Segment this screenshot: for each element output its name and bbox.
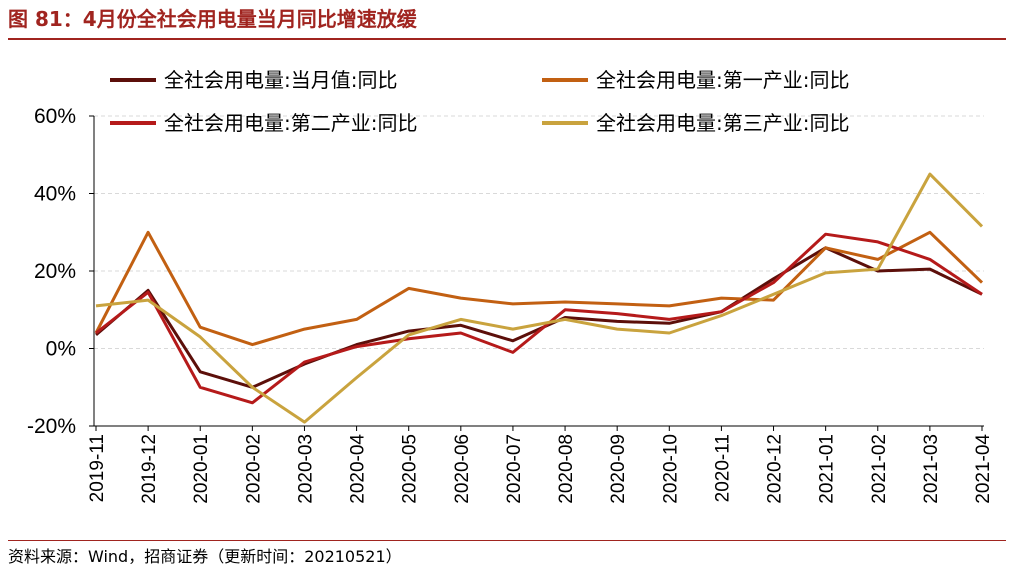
series-lines (94, 172, 984, 424)
x-tick-labels: 2019-11 2019-12 2020-01 2020-02 2020-03 2020-… (87, 434, 994, 504)
x-tick-label: 2020-02 (243, 434, 264, 504)
title-divider (8, 38, 1006, 40)
y-tick-label: 0% (46, 338, 76, 361)
series-line-1 (95, 246, 983, 389)
axes (89, 115, 984, 431)
chart-title: 图 81：4月份全社会用电量当月同比增速放缓 (8, 7, 417, 31)
x-tick-label: 2020-01 (191, 434, 212, 504)
y-tick-label: 20% (34, 260, 76, 283)
source-divider (8, 540, 1006, 541)
x-tick-label: 2020-03 (295, 434, 316, 504)
x-tick-label: 2020-08 (556, 434, 577, 504)
legend: 全社会用电量:当月值:同比 全社会用电量:第一产业:同比全社会用电量:第二产业:同… (110, 68, 849, 135)
legend-label: 全社会用电量:第二产业:同比 (164, 111, 417, 135)
x-tick-label: 2020-07 (504, 434, 525, 504)
series-line-4 (95, 172, 984, 424)
x-tick-label: 2020-04 (348, 434, 369, 504)
x-tick-label: 2020-10 (660, 434, 681, 504)
x-tick-label: 2019-12 (139, 434, 160, 504)
x-tick-label: 2020-06 (452, 434, 473, 504)
x-tick-label: 2021-03 (921, 434, 942, 504)
x-tick-label: 2020-09 (608, 434, 629, 504)
x-tick-label: 2020-11 (712, 434, 733, 502)
y-tick-labels: -20% 0% 20% 40% 60% (27, 105, 76, 438)
legend-label: 全社会用电量:第一产业:同比 (596, 68, 849, 92)
y-tick-label: 40% (34, 183, 76, 206)
x-tick-label: 2020-05 (400, 434, 421, 504)
source-note: 资料来源：Wind，招商证券（更新时间：20210521） (8, 547, 402, 566)
x-tick-label: 2021-04 (973, 434, 994, 504)
y-tick-label: -20% (27, 415, 76, 438)
gridlines (94, 115, 984, 349)
series-line-2 (94, 230, 984, 347)
y-tick-label: 60% (34, 105, 76, 128)
series-line-3 (95, 232, 983, 405)
x-tick-label: 2020-12 (765, 434, 786, 504)
legend-label: 全社会用电量:当月值:同比 (164, 68, 397, 92)
legend-label: 全社会用电量:第三产业:同比 (596, 111, 849, 135)
x-tick-label: 2021-01 (817, 434, 838, 504)
x-tick-label: 2019-11 (87, 434, 108, 502)
x-tick-label: 2021-02 (869, 434, 890, 504)
